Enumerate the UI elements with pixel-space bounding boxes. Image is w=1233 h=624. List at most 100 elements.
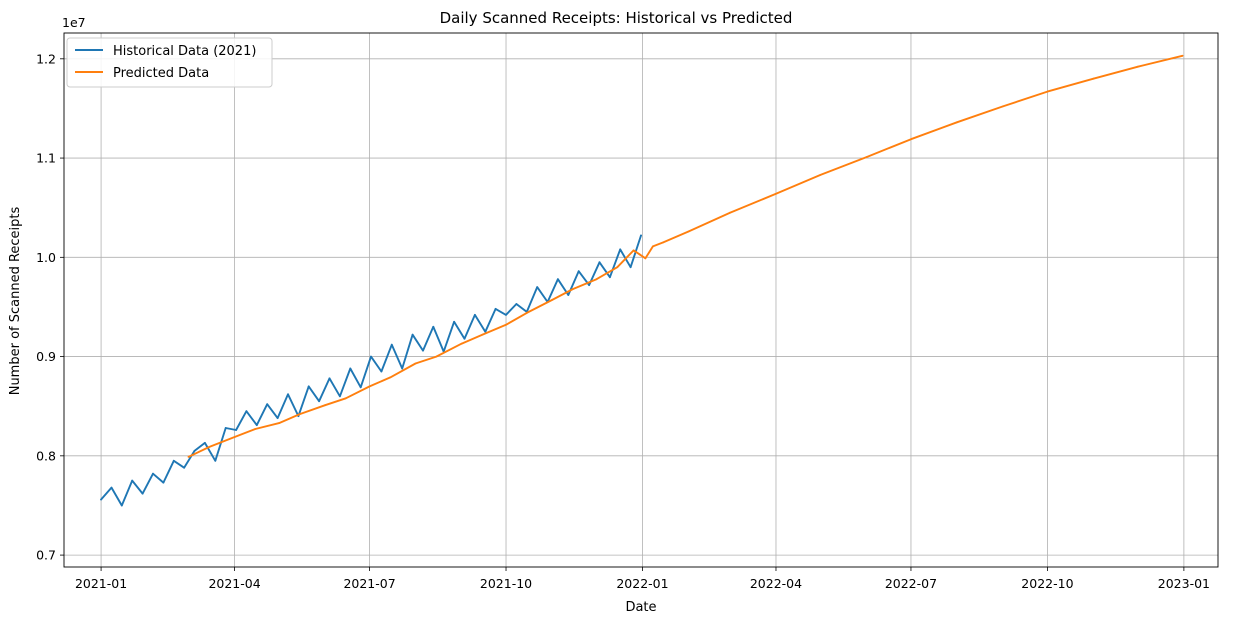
predicted-point <box>1137 65 1139 68</box>
historical-point <box>120 504 123 507</box>
predicted-point <box>525 312 528 314</box>
predicted-point <box>638 253 641 256</box>
historical-point <box>276 417 279 419</box>
historical-point <box>255 424 258 426</box>
historical-point <box>463 337 466 340</box>
historical-point <box>588 284 590 286</box>
x-tick-label: 2022-04 <box>750 576 802 591</box>
x-tick-label: 2023-01 <box>1158 576 1210 591</box>
x-axis-label: Date <box>625 600 656 615</box>
y-axis-offset-label: 1e7 <box>62 15 86 30</box>
predicted-point <box>1092 77 1095 80</box>
y-tick-label: 1.2 <box>36 51 56 66</box>
historical-point <box>339 395 341 398</box>
series-layer <box>100 54 1184 507</box>
historical-point <box>619 248 622 251</box>
predicted-point <box>344 397 347 400</box>
historical-point <box>567 294 570 296</box>
predicted-point <box>324 404 326 407</box>
legend: Historical Data (2021) Predicted Data <box>66 37 273 88</box>
series-line-historical <box>100 234 642 507</box>
y-axis-label: Number of Scanned Receipts <box>8 206 23 395</box>
historical-point <box>536 286 539 288</box>
historical-point <box>577 270 580 273</box>
predicted-point <box>865 156 868 159</box>
historical-point <box>505 314 507 316</box>
predicted-point <box>368 385 371 388</box>
historical-point <box>110 486 113 489</box>
historical-point <box>141 492 144 495</box>
y-tick-label: 1.0 <box>36 250 56 265</box>
x-tick-label: 2021-04 <box>208 576 260 591</box>
predicted-point <box>687 230 690 233</box>
predicted-point <box>662 241 665 244</box>
predicted-point <box>414 362 417 365</box>
predicted-point <box>910 138 912 141</box>
historical-point <box>598 261 601 264</box>
historical-point <box>100 498 102 501</box>
plot-frame <box>63 32 1219 568</box>
historical-point <box>494 308 497 310</box>
predicted-point <box>1046 90 1049 93</box>
historical-point <box>629 266 632 269</box>
historical-point <box>204 442 206 444</box>
historical-point <box>287 393 289 396</box>
y-tick-label: 0.8 <box>36 448 56 463</box>
predicted-point <box>505 323 507 326</box>
series-line-predicted <box>187 54 1184 458</box>
predicted-point <box>551 299 553 301</box>
historical-point <box>172 459 175 462</box>
historical-point <box>432 325 435 328</box>
predicted-point <box>298 413 301 415</box>
predicted-point <box>278 422 280 424</box>
historical-point <box>515 303 518 305</box>
historical-point <box>328 377 331 380</box>
historical-point <box>422 349 424 352</box>
x-tick-label: 2022-10 <box>1021 576 1073 591</box>
legend-label-predicted: Predicted Data <box>113 66 209 81</box>
historical-point <box>183 466 186 469</box>
y-tick-label: 0.7 <box>36 548 56 563</box>
predicted-point <box>775 192 777 195</box>
historical-point <box>349 367 352 370</box>
legend-box <box>66 37 273 88</box>
predicted-point <box>956 121 958 124</box>
historical-point <box>245 410 248 413</box>
predicted-point <box>208 446 211 448</box>
historical-point <box>557 278 559 281</box>
grid-layer <box>64 33 1218 567</box>
historical-point <box>401 367 404 370</box>
historical-point <box>318 400 320 403</box>
historical-point <box>162 481 165 484</box>
predicted-point <box>389 376 392 379</box>
predicted-point <box>460 342 463 345</box>
predicted-point <box>595 278 598 281</box>
x-tick-label: 2021-07 <box>343 576 395 591</box>
predicted-point <box>233 436 236 438</box>
historical-point <box>214 459 217 462</box>
historical-point <box>609 276 611 279</box>
x-tick-label: 2022-01 <box>616 576 668 591</box>
predicted-point <box>819 174 822 176</box>
historical-point <box>152 472 154 475</box>
historical-point <box>224 427 227 429</box>
chart-title: Daily Scanned Receipts: Historical vs Pr… <box>440 9 793 27</box>
historical-point <box>307 385 310 388</box>
x-tick-label: 2021-01 <box>75 576 127 591</box>
historical-point <box>235 429 238 431</box>
predicted-point <box>1181 54 1184 57</box>
predicted-point <box>644 257 647 260</box>
historical-point <box>640 234 642 237</box>
x-tick-label: 2022-07 <box>885 576 937 591</box>
historical-point <box>359 386 362 389</box>
predicted-point <box>632 249 635 252</box>
legend-label-historical: Historical Data (2021) <box>113 44 256 59</box>
historical-point <box>390 343 393 346</box>
ticks-layer: 2021-01 2021-04 2021-07 2021-10 2022-01 2022-… <box>36 51 1210 591</box>
y-tick-label: 0.9 <box>36 349 56 364</box>
predicted-point <box>571 288 574 290</box>
predicted-point <box>254 428 257 430</box>
historical-point <box>370 355 372 358</box>
predicted-point <box>1002 105 1004 108</box>
